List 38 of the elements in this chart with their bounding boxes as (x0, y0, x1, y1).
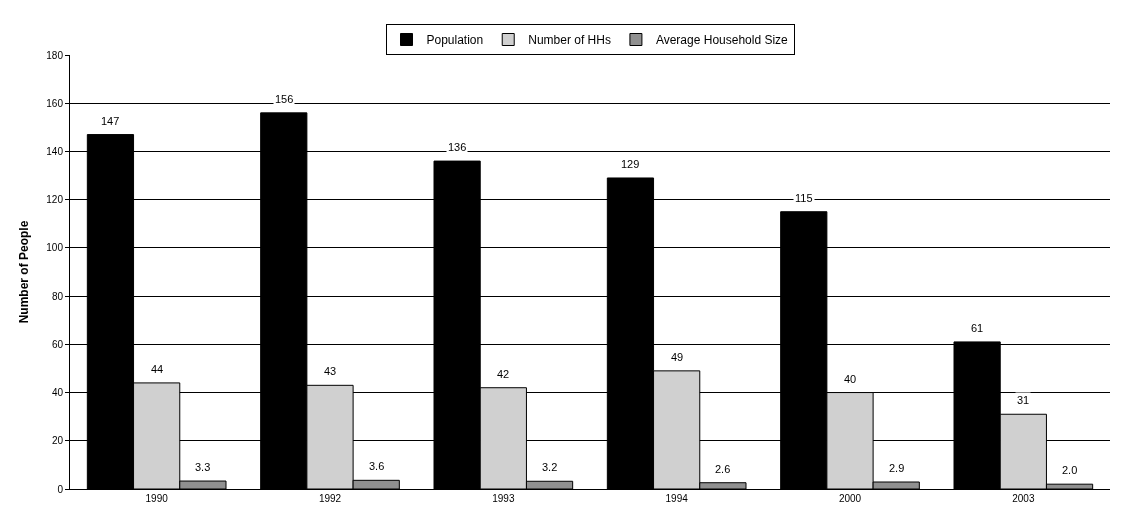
legend-label: Population (426, 33, 484, 48)
data-label: 156 (275, 93, 294, 105)
data-label: 129 (621, 158, 640, 170)
data-label: 2.9 (889, 462, 905, 474)
y-axis-title: Number of People (16, 220, 31, 324)
y-tick-label: 100 (46, 242, 64, 254)
data-label: 61 (971, 322, 984, 334)
data-label: 31 (1017, 394, 1030, 406)
data-label: 3.2 (542, 461, 558, 473)
x-tick-label: 1993 (492, 493, 515, 504)
y-tick-label: 20 (51, 435, 64, 447)
data-label: 115 (795, 192, 813, 204)
data-label: 43 (324, 365, 337, 377)
y-tick-label: 160 (46, 97, 64, 109)
y-tick-label: 0 (57, 483, 64, 495)
y-tick-label: 80 (51, 290, 64, 302)
data-label: 3.6 (369, 460, 385, 472)
y-tick-label: 120 (46, 194, 64, 206)
x-tick-label: 2000 (838, 493, 862, 504)
y-tick-label: 40 (51, 387, 64, 399)
y-tick-label: 60 (51, 338, 64, 350)
data-label: 42 (497, 368, 510, 380)
legend-label: Average Household Size (655, 33, 789, 48)
data-label: 40 (844, 373, 857, 385)
data-label: 3.3 (195, 461, 211, 473)
x-tick-label: 1994 (665, 493, 689, 504)
y-tick-label: 140 (46, 145, 64, 157)
data-label: 49 (671, 351, 684, 363)
data-label: 147 (101, 115, 120, 127)
legend-label: Number of HHs (528, 33, 611, 48)
data-label: 136 (448, 141, 467, 153)
x-tick-label: 2003 (1012, 493, 1035, 504)
x-tick-label: 1990 (145, 493, 169, 504)
data-label: 2.0 (1062, 464, 1078, 476)
data-label: 44 (151, 363, 164, 375)
y-tick-label: 180 (46, 49, 64, 61)
data-label: 2.6 (715, 463, 731, 475)
x-tick-label: 1992 (318, 493, 342, 504)
